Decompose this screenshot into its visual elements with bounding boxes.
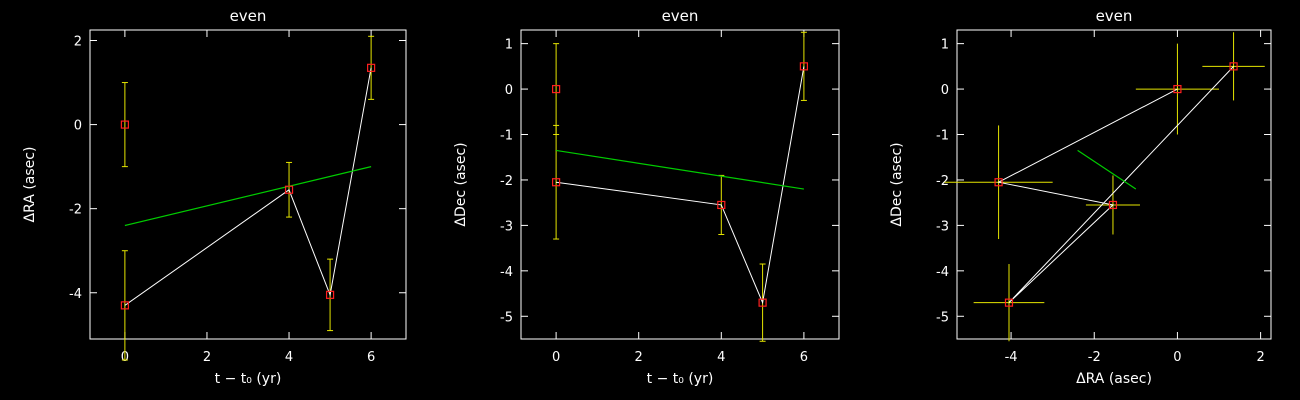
y-tick-label: -5 xyxy=(936,310,949,325)
data-point-marker xyxy=(367,63,376,72)
x-tick-label: 0 xyxy=(552,350,560,365)
plot-frame xyxy=(956,29,1272,340)
y-tick-label: 1 xyxy=(941,38,949,53)
y-axis-label: ΔDec (asec) xyxy=(453,142,469,226)
data-point-marker xyxy=(717,200,726,210)
y-tick-label: -4 xyxy=(936,265,949,280)
y-tick-label: 0 xyxy=(505,83,513,98)
y-tick-label: -2 xyxy=(69,203,82,218)
y-tick-label: -4 xyxy=(500,265,513,280)
y-axis-label: ΔRA (asec) xyxy=(22,147,38,223)
data-point-marker xyxy=(1004,298,1014,307)
fit-line xyxy=(1077,149,1137,190)
x-tick-label: -4 xyxy=(1005,350,1018,365)
x-tick-label: -2 xyxy=(1088,350,1101,365)
y-tick-label: 1 xyxy=(505,38,513,53)
x-tick-label: 2 xyxy=(1256,350,1264,365)
x-axis-label: ΔRA (asec) xyxy=(1076,371,1152,387)
panel-ra-vs-time: even t − t₀ (yr) ΔRA (asec) 0 2 4 6-4-202 xyxy=(22,7,407,387)
data-point-marker xyxy=(120,120,129,129)
data-point-marker xyxy=(284,185,294,194)
y-tick-label: 0 xyxy=(941,83,949,98)
x-axis-label: t − t₀ (yr) xyxy=(647,371,714,387)
panel-dec-vs-time: even t − t₀ (yr) ΔDec (asec) 0 2 4 6 -5 -4 -3 -… xyxy=(453,7,840,387)
x-tick-label: 6 xyxy=(800,350,808,365)
y-tick-label: 2 xyxy=(74,35,82,50)
x-axis-label: t − t₀ (yr) xyxy=(215,371,282,387)
data-point-marker xyxy=(1173,84,1182,94)
y-tick-label: -5 xyxy=(500,310,513,325)
data-point-marker xyxy=(120,301,129,310)
y-axis-label: ΔDec (asec) xyxy=(889,142,905,226)
data-point-marker xyxy=(758,298,767,307)
y-tick-label: -3 xyxy=(936,219,949,234)
x-tick-label: 4 xyxy=(285,350,293,365)
y-tick-label: 0 xyxy=(74,119,82,134)
x-tick-label: 2 xyxy=(203,350,211,365)
fit-line xyxy=(556,149,804,190)
data-point-marker xyxy=(1229,62,1238,71)
data-point-marker xyxy=(994,178,1003,187)
y-tick-label: -1 xyxy=(500,129,513,144)
x-tick-label: 0 xyxy=(1173,350,1181,365)
y-tick-label: -1 xyxy=(936,129,949,144)
y-tick-label: -2 xyxy=(500,174,513,189)
fit-line xyxy=(124,166,372,227)
data-path-line xyxy=(997,66,1234,303)
y-tick-label: -2 xyxy=(936,174,949,189)
panel-title: even xyxy=(1096,7,1133,25)
plot-frame xyxy=(89,29,407,340)
panel-dec-vs-ra: even ΔRA (asec) ΔDec (asec) -4 -2 0 2 -5 -4 -3… xyxy=(889,7,1272,387)
panel-title: even xyxy=(662,7,699,25)
data-point-marker xyxy=(552,178,561,187)
x-tick-label: 4 xyxy=(717,350,725,365)
data-point-marker xyxy=(799,62,808,71)
plot-frame xyxy=(520,29,840,340)
x-tick-label: 6 xyxy=(367,350,375,365)
panel-title: even xyxy=(230,7,267,25)
y-tick-label: -4 xyxy=(69,287,82,302)
data-point-marker xyxy=(552,84,561,94)
data-point-marker xyxy=(1108,200,1118,210)
data-path-line xyxy=(556,66,805,305)
data-path-line xyxy=(124,67,372,306)
y-tick-label: -3 xyxy=(500,219,513,234)
data-point-marker xyxy=(325,290,335,299)
x-tick-label: 2 xyxy=(635,350,643,365)
